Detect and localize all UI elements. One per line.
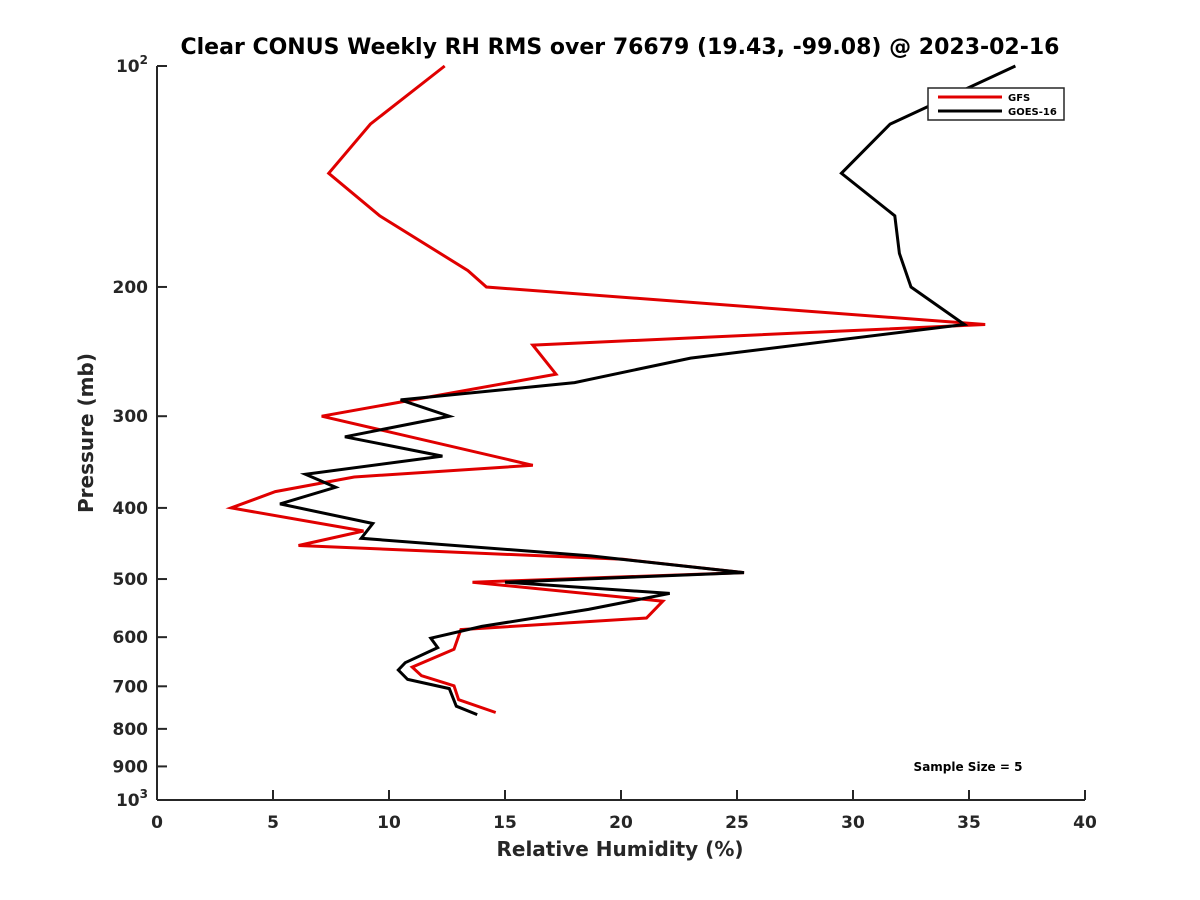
x-tick-label: 40 <box>1073 813 1097 833</box>
legend-label-goes-16: GOES-16 <box>1008 107 1057 118</box>
y-tick-label: 102 <box>116 53 148 77</box>
legend: GFS GOES-16 <box>927 87 1065 121</box>
y-tick-label: 600 <box>113 628 149 648</box>
x-tick-label: 10 <box>377 813 401 833</box>
chart-title: Clear CONUS Weekly RH RMS over 76679 (19… <box>181 35 1060 60</box>
sample-size-annotation: Sample Size = 5 <box>914 760 1023 774</box>
axes-group: 0 5 10 15 20 25 30 35 40 102 200 300 400 500 600 700 800… <box>113 53 1097 833</box>
x-tick-label: 30 <box>841 813 865 833</box>
y-tick-label: 103 <box>116 787 148 811</box>
x-tick-label: 25 <box>725 813 749 833</box>
x-tick-label: 20 <box>609 813 633 833</box>
y-tick-label: 200 <box>113 278 149 298</box>
legend-box <box>927 87 1065 121</box>
x-tick-label: 0 <box>151 813 163 833</box>
y-tick-label: 500 <box>113 570 149 590</box>
x-tick-label: 15 <box>493 813 517 833</box>
y-tick-label: 400 <box>113 499 149 519</box>
plot-series-group <box>225 64 1017 716</box>
series-line-gfs <box>225 64 986 714</box>
y-tick-label: 900 <box>113 757 149 777</box>
y-tick-label: 700 <box>113 677 149 697</box>
y-tick-label: 800 <box>113 720 149 740</box>
y-axis-label: Pressure (mb) <box>74 353 98 513</box>
series-line-goes-16 <box>279 64 1017 716</box>
x-tick-label: 5 <box>267 813 279 833</box>
legend-label-gfs: GFS <box>1008 93 1030 104</box>
y-tick-label: 300 <box>113 407 149 427</box>
x-tick-label: 35 <box>957 813 981 833</box>
x-axis-label: Relative Humidity (%) <box>496 837 743 861</box>
